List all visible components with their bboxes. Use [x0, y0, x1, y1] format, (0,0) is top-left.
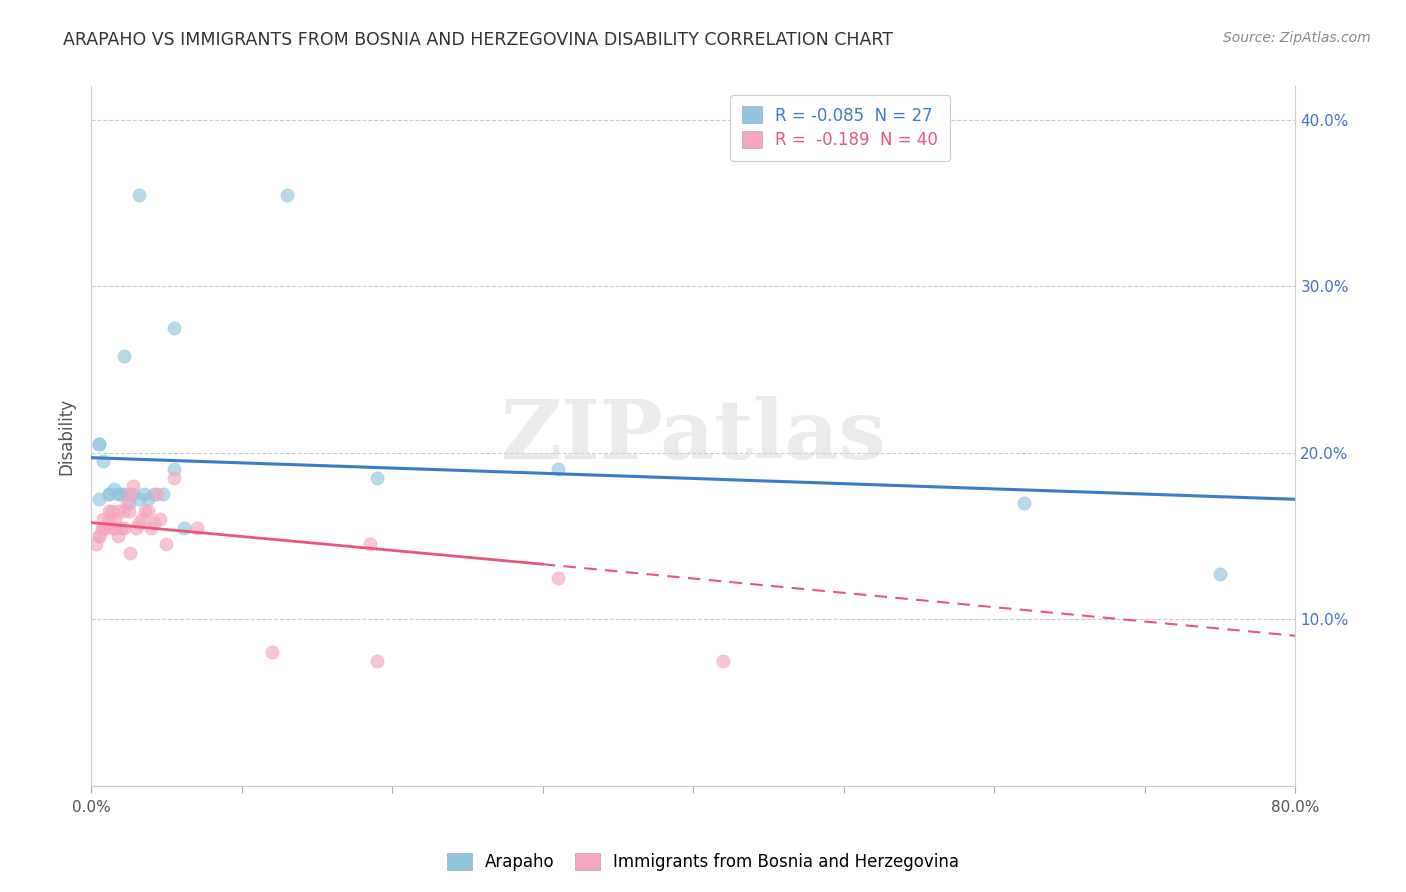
Point — [112, 520, 135, 534]
Point — [107, 529, 129, 543]
Point — [87, 492, 110, 507]
Point — [128, 516, 150, 530]
Legend: R = -0.085  N = 27, R =  -0.189  N = 40: R = -0.085 N = 27, R = -0.189 N = 40 — [730, 95, 950, 161]
Point — [120, 487, 142, 501]
Point — [146, 487, 169, 501]
Point — [132, 487, 155, 501]
Point — [98, 504, 121, 518]
Point — [366, 654, 388, 668]
Point — [98, 487, 121, 501]
Legend: Arapaho, Immigrants from Bosnia and Herzegovina: Arapaho, Immigrants from Bosnia and Herz… — [439, 845, 967, 880]
Point — [118, 495, 141, 509]
Point — [547, 462, 569, 476]
Point — [107, 487, 129, 501]
Point — [713, 654, 735, 668]
Point — [143, 487, 166, 501]
Point — [112, 504, 135, 518]
Point — [149, 512, 172, 526]
Point — [163, 470, 186, 484]
Point — [359, 537, 381, 551]
Point — [104, 512, 127, 526]
Point — [128, 187, 150, 202]
Point — [163, 320, 186, 334]
Point — [120, 545, 142, 559]
Point — [163, 462, 186, 476]
Point — [138, 504, 160, 518]
Point — [152, 487, 174, 501]
Point — [84, 537, 107, 551]
Point — [87, 529, 110, 543]
Point — [112, 349, 135, 363]
Point — [98, 512, 121, 526]
Point — [91, 512, 114, 526]
Text: ARAPAHO VS IMMIGRANTS FROM BOSNIA AND HERZEGOVINA DISABILITY CORRELATION CHART: ARAPAHO VS IMMIGRANTS FROM BOSNIA AND HE… — [63, 31, 893, 49]
Point — [1014, 495, 1036, 509]
Point — [103, 483, 125, 497]
Point — [128, 492, 150, 507]
Point — [547, 570, 569, 584]
Point — [87, 437, 110, 451]
Point — [155, 537, 177, 551]
Point — [117, 495, 139, 509]
Point — [186, 520, 208, 534]
Point — [112, 487, 135, 501]
Point — [143, 516, 166, 530]
Point — [110, 520, 132, 534]
Text: Source: ZipAtlas.com: Source: ZipAtlas.com — [1223, 31, 1371, 45]
Point — [173, 520, 195, 534]
Point — [96, 520, 118, 534]
Point — [366, 470, 388, 484]
Point — [138, 492, 160, 507]
Point — [1209, 567, 1232, 582]
Point — [91, 520, 114, 534]
Point — [91, 454, 114, 468]
Point — [87, 529, 110, 543]
Point — [90, 520, 112, 534]
Point — [141, 520, 163, 534]
Point — [276, 187, 298, 202]
Point — [131, 512, 153, 526]
Point — [101, 504, 124, 518]
Point — [125, 520, 148, 534]
Point — [134, 504, 156, 518]
Point — [103, 520, 125, 534]
Y-axis label: Disability: Disability — [58, 398, 75, 475]
Point — [122, 479, 145, 493]
Point — [260, 645, 283, 659]
Point — [107, 504, 129, 518]
Point — [122, 487, 145, 501]
Point — [118, 504, 141, 518]
Point — [87, 437, 110, 451]
Point — [108, 487, 131, 501]
Point — [103, 520, 125, 534]
Point — [98, 487, 121, 501]
Text: ZIPatlas: ZIPatlas — [501, 396, 886, 476]
